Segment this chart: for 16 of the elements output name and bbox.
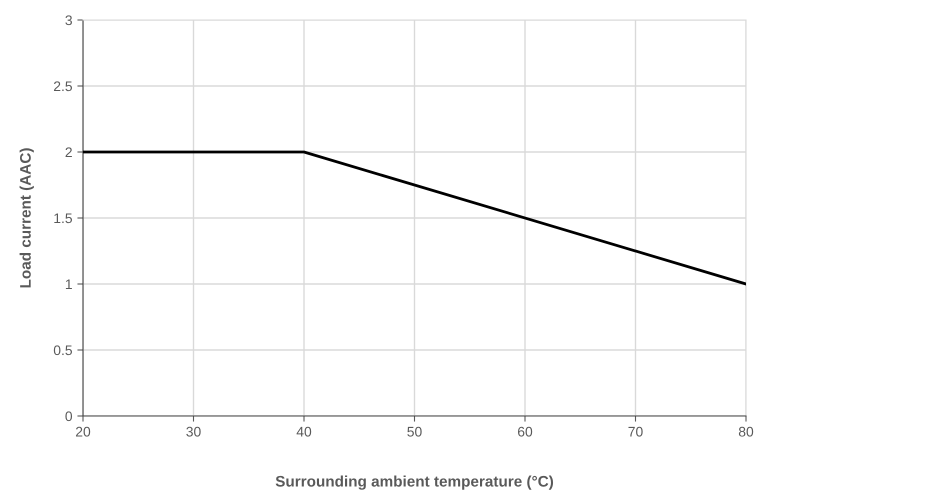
y-tick-label: 0 <box>65 411 72 422</box>
x-tick-label: 50 <box>407 426 422 437</box>
y-tick-label: 0.5 <box>54 345 72 356</box>
x-tick-label: 70 <box>628 426 643 437</box>
y-tick-label: 1 <box>66 279 72 290</box>
y-tick-label: 2.5 <box>54 81 72 92</box>
y-axis-title: Load current (AAC) <box>20 148 34 288</box>
x-tick-label: 80 <box>738 426 754 437</box>
x-tick-label: 20 <box>76 426 90 437</box>
x-tick-label: 30 <box>186 426 201 437</box>
x-axis-title: Surrounding ambient temperature (°C) <box>276 475 554 490</box>
y-tick-label: 1.5 <box>54 213 72 224</box>
y-tick-label: 2 <box>66 147 72 158</box>
y-tick-label: 3 <box>65 15 72 26</box>
x-tick-label: 60 <box>518 426 532 437</box>
x-tick-label: 40 <box>296 426 312 437</box>
